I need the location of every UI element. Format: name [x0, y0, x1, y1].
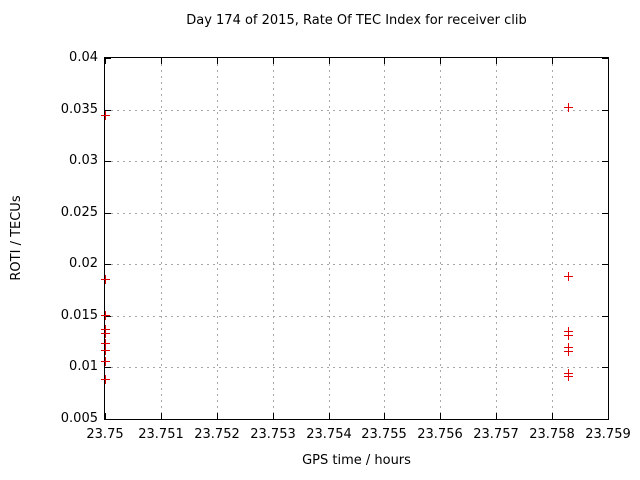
x-tick-mark — [273, 413, 274, 419]
grid-line-vertical — [161, 58, 162, 419]
data-point-marker — [101, 275, 110, 284]
x-tick-mark — [161, 58, 162, 64]
grid-line-vertical — [440, 58, 441, 419]
x-tick-label: 23.752 — [194, 427, 240, 442]
x-tick-label: 23.756 — [417, 427, 463, 442]
y-tick-mark — [105, 110, 111, 111]
y-tick-label: 0.01 — [69, 359, 98, 374]
x-tick-mark — [105, 58, 106, 64]
grid-line-horizontal — [105, 110, 608, 111]
x-tick-mark — [105, 413, 106, 419]
data-point-marker — [101, 357, 110, 366]
x-tick-mark — [384, 58, 385, 64]
grid-line-vertical — [496, 58, 497, 419]
y-tick-label: 0.035 — [60, 102, 98, 117]
data-point-marker — [564, 347, 573, 356]
x-tick-mark — [496, 58, 497, 64]
y-tick-mark — [105, 58, 111, 59]
x-tick-mark — [329, 58, 330, 64]
y-tick-mark — [105, 264, 111, 265]
y-tick-mark — [602, 264, 608, 265]
x-axis-title: GPS time / hours — [302, 453, 411, 468]
x-tick-mark — [496, 413, 497, 419]
y-tick-mark — [105, 161, 111, 162]
grid-line-vertical — [384, 58, 385, 419]
data-point-marker — [101, 339, 110, 348]
y-tick-mark — [602, 58, 608, 59]
x-tick-label: 23.757 — [473, 427, 519, 442]
grid-line-horizontal — [105, 213, 608, 214]
data-point-marker — [101, 346, 110, 355]
y-tick-mark — [602, 367, 608, 368]
grid-line-horizontal — [105, 264, 608, 265]
data-point-marker — [564, 331, 573, 340]
y-tick-label: 0.04 — [69, 50, 98, 65]
grid-line-horizontal — [105, 367, 608, 368]
grid-line-horizontal — [105, 316, 608, 317]
y-tick-mark — [105, 367, 111, 368]
y-tick-mark — [105, 419, 111, 420]
data-point-marker — [101, 111, 110, 120]
x-tick-mark — [608, 413, 609, 419]
grid-line-vertical — [329, 58, 330, 419]
grid-line-horizontal — [105, 161, 608, 162]
x-tick-label: 23.759 — [585, 427, 631, 442]
data-point-marker — [564, 103, 573, 112]
x-tick-mark — [552, 413, 553, 419]
x-tick-mark — [552, 58, 553, 64]
y-tick-label: 0.025 — [60, 205, 98, 220]
x-tick-mark — [608, 58, 609, 64]
x-tick-mark — [440, 58, 441, 64]
y-tick-mark — [105, 213, 111, 214]
x-tick-mark — [384, 413, 385, 419]
data-point-marker — [564, 372, 573, 381]
x-tick-mark — [217, 58, 218, 64]
grid-line-vertical — [217, 58, 218, 419]
grid-line-vertical — [273, 58, 274, 419]
x-tick-label: 23.751 — [138, 427, 184, 442]
x-tick-label: 23.755 — [361, 427, 407, 442]
data-point-marker — [101, 311, 110, 320]
x-tick-label: 23.754 — [306, 427, 352, 442]
y-axis-title: ROTI / TECUs — [9, 195, 24, 281]
data-point-marker — [101, 329, 110, 338]
y-tick-mark — [602, 316, 608, 317]
y-tick-mark — [602, 110, 608, 111]
chart-title: Day 174 of 2015, Rate Of TEC Index for r… — [186, 13, 527, 28]
x-tick-mark — [161, 413, 162, 419]
plot-area: 23.75 23.751 23.752 23.753 23.754 23.755 23.75… — [61, 50, 631, 442]
x-tick-label: 23.75 — [86, 427, 124, 442]
grid-line-vertical — [552, 58, 553, 419]
x-tick-mark — [440, 413, 441, 419]
data-point-marker — [564, 272, 573, 281]
y-tick-label: 0.02 — [69, 256, 98, 271]
y-tick-label: 0.03 — [69, 153, 98, 168]
y-tick-mark — [602, 161, 608, 162]
x-tick-label: 23.758 — [529, 427, 575, 442]
x-tick-label: 23.753 — [250, 427, 296, 442]
y-tick-mark — [602, 213, 608, 214]
y-tick-label: 0.005 — [60, 411, 98, 426]
x-tick-mark — [329, 413, 330, 419]
y-tick-label: 0.015 — [60, 308, 98, 323]
x-tick-mark — [273, 58, 274, 64]
y-tick-mark — [105, 316, 111, 317]
x-tick-mark — [217, 413, 218, 419]
y-tick-mark — [602, 419, 608, 420]
data-point-marker — [101, 375, 110, 384]
